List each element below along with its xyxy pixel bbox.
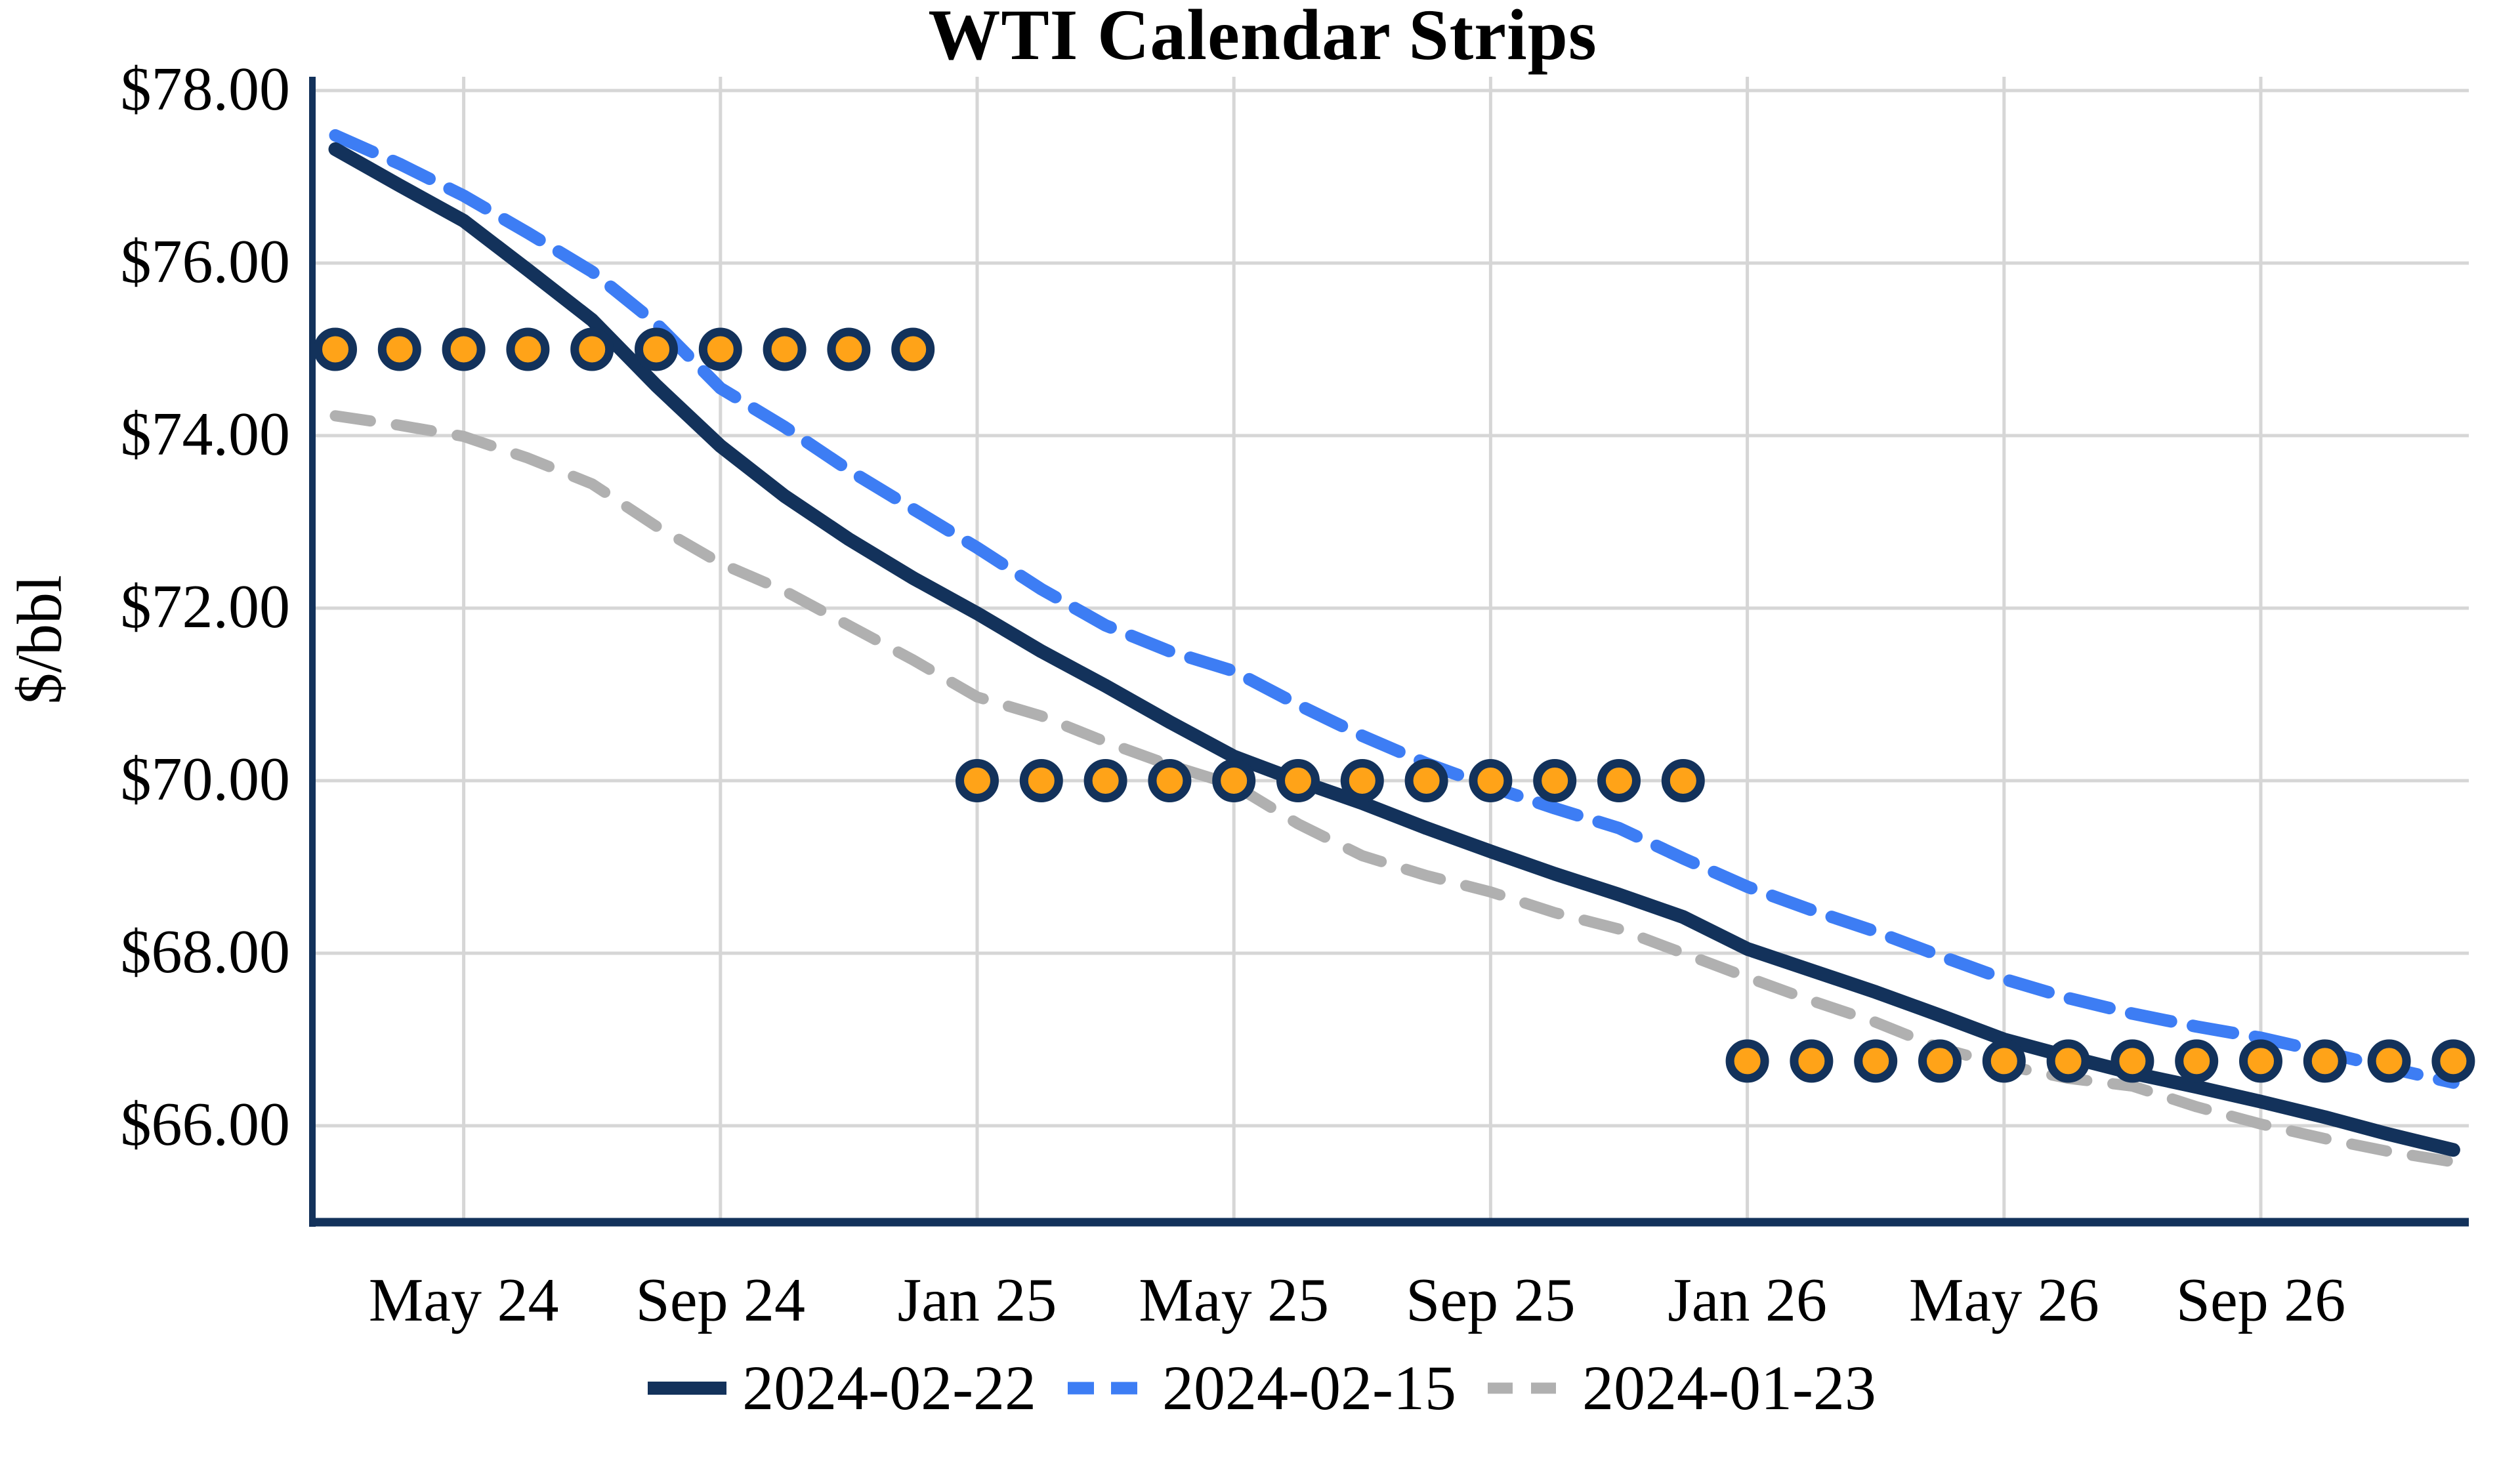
- strip-marker: [1982, 1039, 2026, 1083]
- series-line-2024-02-15: [329, 129, 2460, 1089]
- legend-item: 2024-02-15: [1064, 1351, 1456, 1424]
- strip-marker: [1469, 759, 1513, 802]
- legend-label: 2024-02-15: [1162, 1353, 1456, 1423]
- strip-marker: [1276, 759, 1320, 802]
- strip-marker: [506, 327, 550, 371]
- strip-marker: [2303, 1039, 2347, 1083]
- strip-marker: [2367, 1039, 2411, 1083]
- legend-label: 2024-01-23: [1582, 1353, 1876, 1423]
- strip-marker: [1212, 759, 1256, 802]
- legend-swatch-dashed-line-icon: [1068, 1382, 1147, 1394]
- strip-marker: [1597, 759, 1641, 802]
- strip-marker: [2239, 1039, 2282, 1083]
- strip-marker: [763, 327, 807, 371]
- strip-marker: [314, 327, 357, 371]
- x-tick-label: Sep 24: [635, 1266, 806, 1334]
- y-tick-label: $70.00: [120, 745, 291, 813]
- strip-marker: [2175, 1039, 2219, 1083]
- strip-marker: [1340, 759, 1384, 802]
- x-tick-label: May 25: [1139, 1266, 1330, 1334]
- strip-marker: [2046, 1039, 2090, 1083]
- strip-marker: [442, 327, 486, 371]
- strip-marker: [2431, 1039, 2475, 1083]
- legend-swatch-dashed-line-icon: [1487, 1382, 1566, 1393]
- strip-marker: [1854, 1039, 1898, 1083]
- strip-marker: [956, 759, 999, 802]
- x-tick-label: Sep 25: [1406, 1266, 1576, 1334]
- strip-marker: [1918, 1039, 1962, 1083]
- x-tick-label: Sep 26: [2175, 1266, 2346, 1334]
- legend-item: 2024-01-23: [1484, 1351, 1876, 1424]
- strip-marker: [1533, 759, 1577, 802]
- y-tick-label: $74.00: [120, 400, 291, 468]
- strip-marker: [1148, 759, 1192, 802]
- y-tick-label: $76.00: [120, 227, 291, 296]
- series-line-2024-02-22: [328, 142, 2460, 1157]
- x-tick-label: Jan 26: [1668, 1266, 1827, 1334]
- chart-title: WTI Calendar Strips: [928, 0, 1597, 75]
- legend: 2024-02-22 2024-02-15 2024-01-23: [0, 1351, 2520, 1424]
- y-tick-label: $66.00: [120, 1090, 291, 1159]
- strip-marker: [570, 327, 614, 371]
- x-tick-label: May 26: [1908, 1266, 2099, 1334]
- strip-marker: [1725, 1039, 1769, 1083]
- strip-marker: [698, 327, 742, 371]
- x-tick-label: May 24: [368, 1266, 559, 1334]
- strip-marker: [377, 327, 421, 371]
- legend-item: 2024-02-22: [644, 1351, 1036, 1424]
- strip-marker: [1661, 759, 1705, 802]
- strip-marker: [1083, 759, 1127, 802]
- strip-marker: [827, 327, 871, 371]
- strip-marker: [891, 327, 935, 371]
- y-tick-label: $68.00: [120, 917, 291, 986]
- strip-marker: [1019, 759, 1063, 802]
- y-tick-label: $72.00: [120, 572, 291, 641]
- series-line-2024-01-23: [329, 410, 2459, 1168]
- y-axis-title: $/bbl: [4, 575, 75, 705]
- strip-marker: [1404, 759, 1448, 802]
- legend-swatch-solid-line-icon: [648, 1381, 727, 1395]
- y-tick-label: $78.00: [120, 54, 291, 123]
- legend-label: 2024-02-22: [742, 1353, 1037, 1423]
- strip-marker: [635, 327, 678, 371]
- strip-marker: [2110, 1039, 2154, 1083]
- strip-marker: [1790, 1039, 1834, 1083]
- x-tick-label: Jan 25: [897, 1266, 1057, 1334]
